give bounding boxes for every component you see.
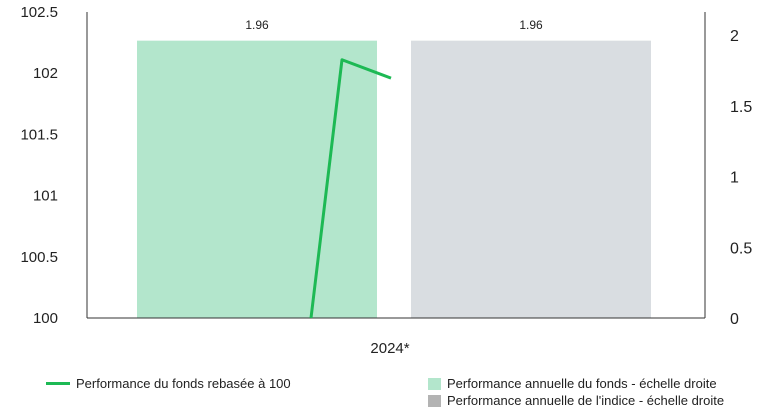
- bar-value-label-1: 1.96: [519, 18, 543, 32]
- left-tick-label-0: 100: [33, 310, 58, 327]
- right-tick-label-0: 0: [730, 311, 739, 328]
- bar-1: [411, 40, 651, 318]
- line-series-fund: [309, 58, 392, 319]
- right-tick-label-2: 1: [730, 170, 739, 187]
- legend-fund-bar-label: Performance annuelle du fonds - échelle …: [447, 376, 717, 391]
- bar-value-label-0: 1.96: [245, 18, 269, 32]
- legend-line-label: Performance du fonds rebasée à 100: [76, 376, 291, 391]
- right-tick-label-4: 2: [730, 28, 739, 45]
- legend-fund-bar-entry: Performance annuelle du fonds - échelle …: [428, 376, 717, 391]
- legend-index-bar-label: Performance annuelle de l'indice - échel…: [447, 393, 725, 408]
- left-tick-label-2: 101: [33, 188, 58, 205]
- left-tick-label-5: 102.5: [20, 4, 58, 21]
- left-tick-label-3: 101.5: [20, 126, 58, 143]
- legend-index-bar-entry: Performance annuelle de l'indice - échel…: [428, 393, 724, 408]
- x-category-label-0: 2024*: [370, 340, 409, 357]
- legend-line-swatch: [46, 382, 70, 385]
- right-tick-label-1: 0.5: [730, 240, 752, 257]
- legend-fund-bar-swatch: [428, 377, 441, 390]
- left-tick-label-4: 102: [33, 65, 58, 82]
- legend-index-bar-swatch: [428, 394, 441, 407]
- legend-line-entry: Performance du fonds rebasée à 100: [46, 376, 291, 391]
- bar-0: [137, 40, 377, 318]
- right-tick-label-3: 1.5: [730, 99, 752, 116]
- left-tick-label-1: 100.5: [20, 249, 58, 266]
